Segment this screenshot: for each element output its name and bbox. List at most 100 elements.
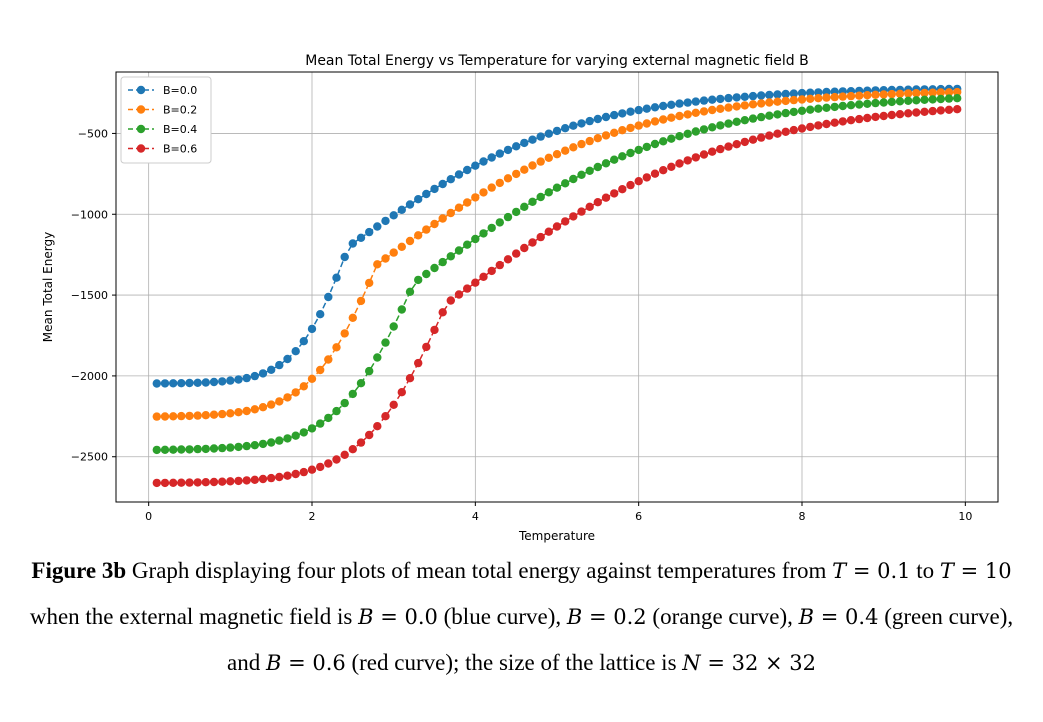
data-point	[234, 476, 243, 486]
data-point	[593, 114, 602, 124]
data-point	[242, 476, 251, 485]
data-point	[610, 128, 619, 137]
data-point	[528, 135, 537, 144]
data-point	[316, 419, 325, 428]
data-point	[806, 122, 815, 132]
data-point	[356, 296, 366, 306]
data-point	[381, 254, 390, 263]
data-point	[920, 107, 929, 117]
data-point	[732, 140, 741, 149]
data-point	[324, 413, 333, 423]
data-point	[365, 278, 374, 288]
data-point	[797, 88, 807, 98]
data-point	[748, 114, 758, 123]
data-point	[626, 107, 635, 116]
data-point	[291, 431, 300, 440]
y-axis: −2500 −2000 −1500 −1000 −500	[71, 127, 116, 464]
data-point	[740, 137, 749, 147]
data-point	[748, 135, 758, 144]
data-point	[610, 110, 619, 120]
data-point	[258, 474, 268, 484]
data-point	[291, 347, 300, 356]
data-point	[920, 95, 929, 105]
data-point	[291, 388, 300, 397]
data-point	[667, 162, 676, 171]
data-point	[691, 108, 700, 118]
data-point	[863, 113, 872, 123]
caption-var: B	[358, 605, 374, 629]
data-point	[275, 472, 284, 482]
y-tick-label: −500	[78, 127, 108, 140]
series-B=0.2	[152, 87, 962, 421]
data-point	[356, 233, 366, 242]
data-point	[708, 123, 717, 132]
data-point	[438, 308, 447, 317]
data-point	[765, 111, 774, 120]
data-point	[389, 211, 398, 220]
data-point	[650, 169, 660, 178]
data-point	[275, 397, 284, 406]
caption-text: when the external magnetic field is	[29, 604, 359, 629]
data-point	[218, 443, 227, 453]
x-axis-label: Temperature	[518, 529, 595, 543]
data-point	[201, 444, 210, 454]
data-point	[160, 478, 170, 488]
data-point	[618, 185, 627, 194]
data-point	[218, 377, 227, 386]
data-point	[814, 94, 823, 103]
data-point	[953, 105, 962, 114]
data-point	[503, 145, 513, 155]
data-point	[740, 101, 749, 110]
legend-marker	[136, 124, 146, 134]
data-point	[953, 87, 962, 97]
caption-value: = 0.2	[582, 605, 647, 629]
data-point	[838, 117, 847, 126]
caption-value: = 10	[953, 559, 1012, 583]
data-point	[659, 137, 668, 146]
data-point	[773, 90, 782, 99]
legend-label: B=0.0	[163, 84, 197, 97]
data-point	[340, 398, 349, 408]
data-point	[446, 175, 455, 184]
data-point	[716, 94, 725, 104]
y-tick-label: −2500	[71, 451, 108, 464]
data-point	[838, 92, 847, 101]
data-point	[724, 93, 733, 103]
data-point	[601, 159, 611, 168]
data-point	[267, 400, 276, 409]
data-point	[209, 410, 219, 419]
data-point	[781, 96, 790, 106]
data-point	[765, 90, 774, 100]
data-point	[552, 222, 562, 231]
data-point	[838, 101, 847, 111]
data-point	[789, 89, 798, 98]
data-point	[675, 132, 684, 141]
data-point	[503, 212, 513, 222]
data-point	[397, 305, 406, 314]
data-point	[340, 450, 349, 459]
data-point	[528, 197, 537, 206]
data-point	[169, 379, 178, 388]
data-point	[871, 90, 880, 100]
data-point	[757, 91, 766, 100]
data-point	[169, 445, 178, 454]
data-point	[454, 246, 464, 255]
data-point	[479, 272, 488, 281]
legend-marker	[136, 144, 146, 153]
data-point	[667, 134, 676, 143]
caption-value: = 0.1	[846, 559, 911, 583]
data-point	[920, 88, 929, 98]
data-point	[512, 249, 521, 258]
data-point	[307, 324, 317, 334]
data-point	[169, 478, 178, 487]
data-point	[765, 98, 774, 107]
data-point	[201, 478, 210, 487]
data-point	[258, 439, 268, 449]
data-point	[389, 322, 398, 331]
data-point	[667, 113, 676, 122]
data-point	[177, 445, 186, 454]
data-point	[855, 114, 864, 124]
data-point	[267, 365, 276, 374]
data-point	[561, 146, 570, 155]
data-point	[830, 102, 839, 112]
